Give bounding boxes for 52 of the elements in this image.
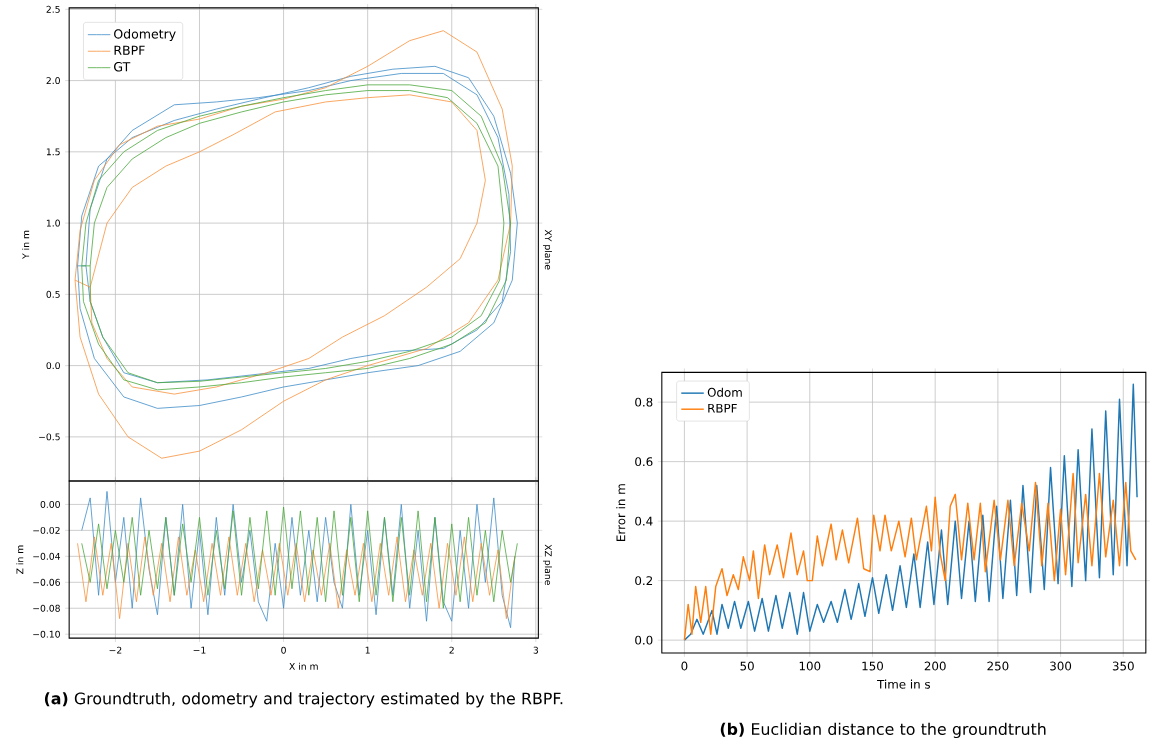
y-tick-label: 0.6 bbox=[635, 457, 653, 467]
line-series bbox=[81, 506, 518, 609]
text: (b) Euclidian distance to the groundtruth bbox=[720, 722, 1046, 739]
y-axis-title: Y in m bbox=[22, 230, 30, 260]
y-tick-label: 0.00 bbox=[40, 501, 60, 508]
y-tick-label: −0.5 bbox=[39, 433, 60, 441]
text: (a) Groundtruth, odometry and trajectory estimated by the RBPF. bbox=[44, 692, 563, 708]
y-tick-label: −0.06 bbox=[33, 578, 60, 586]
x-tick-label: 1 bbox=[365, 646, 370, 654]
x-tick-label: 0 bbox=[281, 646, 286, 654]
y2-axis-title: XZ plane bbox=[543, 544, 552, 586]
y-tick-label: 0.2 bbox=[635, 576, 653, 586]
line-series bbox=[77, 536, 516, 620]
legend-label: RBPF bbox=[708, 404, 737, 413]
x-tick-label: 150 bbox=[862, 661, 884, 671]
y-tick-label: 1.5 bbox=[46, 148, 60, 156]
y-tick-label: 2.0 bbox=[46, 77, 60, 85]
y-tick-label: 0.8 bbox=[635, 397, 653, 407]
y-tick-label: −0.10 bbox=[33, 630, 60, 638]
x-tick-label: 100 bbox=[799, 661, 821, 671]
y-axis-title: Z in m bbox=[16, 545, 24, 575]
x-tick-label: −1 bbox=[193, 646, 206, 654]
x-tick-label: 2 bbox=[449, 646, 454, 654]
legend-label: Odometry bbox=[114, 29, 176, 42]
line-series bbox=[81, 491, 516, 629]
x-tick-label: 3 bbox=[533, 646, 539, 654]
legend-label: RBPF bbox=[114, 45, 145, 55]
x-tick-label: 200 bbox=[924, 661, 946, 671]
legend-label: Odom bbox=[707, 387, 742, 397]
x-tick-label: 350 bbox=[1112, 661, 1134, 671]
x-tick-label: 0 bbox=[681, 661, 688, 671]
y2-axis-title: XY plane bbox=[543, 229, 552, 270]
x-tick-label: 50 bbox=[740, 661, 754, 671]
y-tick-label: 0.4 bbox=[635, 516, 653, 526]
line-series bbox=[683, 472, 1137, 641]
x-axis-title: Time in s bbox=[877, 679, 931, 689]
y-tick-label: −0.04 bbox=[33, 552, 61, 560]
x-tick-label: 300 bbox=[1050, 661, 1072, 671]
legend-label: GT bbox=[114, 62, 131, 72]
y-tick-label: 0.5 bbox=[46, 290, 60, 298]
x-tick-label: −2 bbox=[109, 646, 122, 654]
y-tick-label: −0.02 bbox=[33, 526, 60, 534]
line-series bbox=[74, 30, 513, 459]
line-series bbox=[683, 383, 1138, 641]
y-axis-title: Error in m bbox=[616, 484, 626, 541]
y-tick-label: 1.0 bbox=[46, 219, 60, 227]
y-tick-label: −0.08 bbox=[33, 604, 60, 612]
y-tick-label: 0.0 bbox=[635, 635, 653, 645]
x-axis-title: X in m bbox=[289, 662, 318, 670]
y-tick-label: 0.0 bbox=[46, 362, 60, 370]
y-tick-label: 2.5 bbox=[46, 5, 60, 13]
x-tick-label: 250 bbox=[987, 661, 1009, 671]
